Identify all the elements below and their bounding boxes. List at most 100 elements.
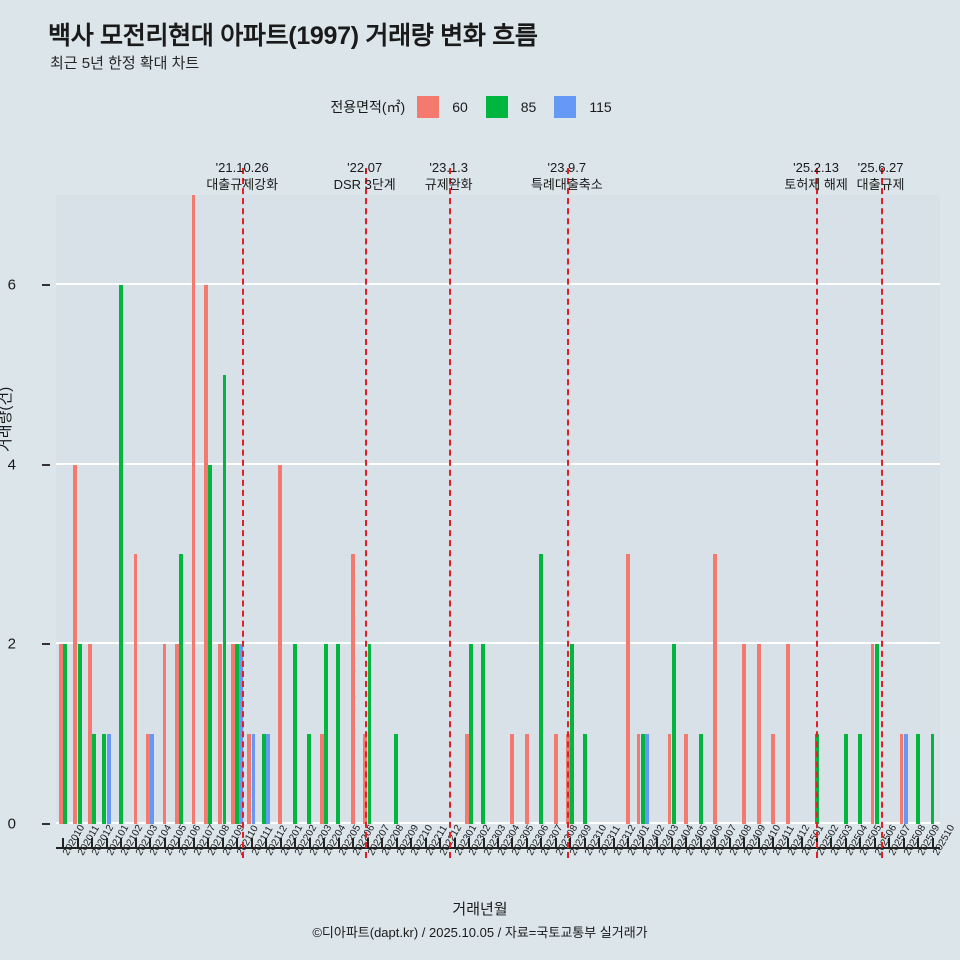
y-axis-label: 거래량(건) xyxy=(0,386,14,452)
legend-item-85[interactable]: 85 xyxy=(485,96,537,118)
x-tick-mark xyxy=(728,838,731,849)
bar xyxy=(645,734,649,824)
x-tick-mark xyxy=(207,838,210,849)
x-axis-label: 거래년월 xyxy=(452,901,508,918)
bar xyxy=(235,644,239,824)
bar xyxy=(539,554,544,824)
event-line xyxy=(816,168,819,858)
event-date: '23.1.3 xyxy=(429,160,469,175)
x-tick-mark xyxy=(163,838,166,849)
bar xyxy=(843,734,848,824)
event-name: 토허제 해제 xyxy=(784,177,848,193)
x-tick-mark xyxy=(178,838,181,849)
bar xyxy=(367,644,372,824)
bar xyxy=(247,734,252,824)
bar xyxy=(73,464,78,824)
bar xyxy=(106,734,111,824)
event-name: 대출규제강화 xyxy=(206,177,279,193)
bar xyxy=(336,644,341,824)
x-tick-mark xyxy=(612,838,615,849)
bar xyxy=(63,644,68,824)
event-date: '23.9.7 xyxy=(547,160,587,175)
legend-label-60: 60 xyxy=(452,99,468,115)
bar xyxy=(582,734,587,824)
legend: 전용면적(㎡) 60 85 115 xyxy=(0,96,960,118)
x-tick-mark xyxy=(888,838,891,849)
x-tick-mark xyxy=(772,838,775,849)
bar xyxy=(203,284,208,824)
event-name: 특례대출축소 xyxy=(530,177,603,193)
bar xyxy=(324,644,328,824)
bar xyxy=(58,644,63,824)
bar xyxy=(771,734,776,824)
x-tick-mark xyxy=(395,838,398,849)
x-tick-mark xyxy=(105,838,108,849)
bar xyxy=(145,734,150,824)
x-tick-mark xyxy=(236,838,239,849)
legend-item-60[interactable]: 60 xyxy=(417,96,468,118)
x-tick-mark xyxy=(786,838,789,849)
bar xyxy=(150,734,155,824)
x-tick-mark xyxy=(352,838,355,849)
bar xyxy=(464,734,469,824)
x-tick-mark xyxy=(873,838,876,849)
y-tick-mark xyxy=(42,283,50,286)
y-tick-label: 0 xyxy=(7,815,16,833)
x-tick-mark xyxy=(569,838,572,849)
x-tick-mark xyxy=(120,838,123,849)
x-tick-mark xyxy=(265,838,268,849)
x-tick-mark xyxy=(540,838,543,849)
bar xyxy=(239,644,244,824)
bar xyxy=(874,644,879,824)
x-axis-line xyxy=(56,847,940,849)
event-label: '25.6.27 대출규제 xyxy=(811,160,951,195)
bar xyxy=(698,734,703,824)
x-tick-mark xyxy=(149,838,152,849)
legend-item-115[interactable]: 115 xyxy=(554,96,612,118)
x-tick-mark xyxy=(656,838,659,849)
event-date: '25.6.27 xyxy=(857,160,904,175)
x-tick-mark xyxy=(62,838,65,849)
x-tick-mark xyxy=(917,838,920,849)
x-tick-mark xyxy=(931,838,934,849)
event-name: DSR 3단계 xyxy=(333,177,396,193)
bar xyxy=(307,734,312,824)
y-tick-label: 2 xyxy=(7,635,16,653)
event-label: '23.1.3 규제완화 xyxy=(379,160,519,195)
x-tick-mark xyxy=(439,838,442,849)
gridline-2 xyxy=(56,642,940,645)
x-tick-mark xyxy=(279,838,282,849)
gridline-6 xyxy=(56,282,940,285)
gridline-4 xyxy=(56,462,940,465)
bar xyxy=(278,464,283,824)
bar xyxy=(524,734,529,824)
bar xyxy=(870,644,875,824)
event-date: '22.07 xyxy=(347,160,383,175)
legend-label-85: 85 xyxy=(520,99,537,115)
x-tick-mark xyxy=(583,838,586,849)
x-tick-mark xyxy=(294,838,297,849)
bar xyxy=(261,734,266,824)
bar xyxy=(162,644,167,824)
event-line xyxy=(364,168,367,858)
legend-label-115: 115 xyxy=(589,99,612,115)
bar xyxy=(230,644,235,824)
bar xyxy=(133,554,138,824)
bar xyxy=(92,734,97,824)
y-tick-mark xyxy=(42,643,50,646)
event-line xyxy=(242,168,245,858)
event-label: '22.07 DSR 3단계 xyxy=(295,160,435,195)
bar xyxy=(667,734,672,824)
bar xyxy=(903,734,908,824)
y-tick-label: 4 xyxy=(7,456,16,474)
x-tick-mark xyxy=(381,838,384,849)
bar xyxy=(469,644,473,824)
bar xyxy=(179,554,184,824)
event-name: 대출규제 xyxy=(856,177,905,193)
x-tick-mark xyxy=(453,838,456,849)
x-tick-mark xyxy=(598,838,601,849)
x-tick-mark xyxy=(859,838,862,849)
event-line xyxy=(566,168,569,858)
bar xyxy=(756,644,761,824)
